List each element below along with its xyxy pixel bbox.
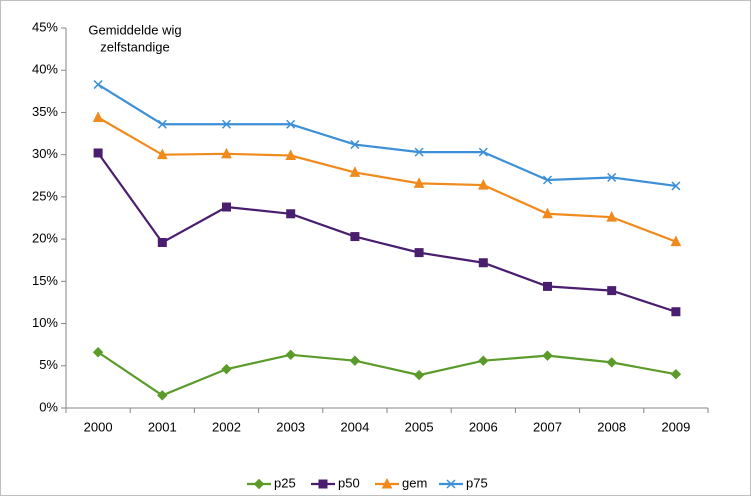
series — [92, 111, 682, 247]
marker — [607, 286, 617, 296]
y-tick-label: 25% — [32, 188, 58, 203]
x-tick-label: 2005 — [405, 419, 434, 434]
legend-item: p75 — [439, 475, 488, 490]
marker — [542, 350, 553, 361]
marker — [221, 119, 232, 129]
marker — [221, 147, 232, 159]
legend-item: gem — [375, 475, 427, 490]
series-line — [97, 152, 677, 313]
marker — [413, 177, 425, 188]
legend-label: gem — [402, 475, 427, 490]
marker — [222, 202, 231, 212]
marker — [478, 258, 488, 268]
marker — [542, 175, 553, 185]
marker — [285, 149, 297, 161]
x-tick-label: 2001 — [148, 419, 177, 434]
y-tick-label: 10% — [32, 315, 58, 330]
y-tick-label: 45% — [32, 19, 58, 34]
marker — [318, 479, 328, 489]
marker — [349, 166, 361, 177]
marker — [253, 478, 265, 490]
annotation: zelfstandige — [100, 39, 169, 54]
marker — [670, 369, 682, 380]
marker — [349, 355, 361, 366]
x-tick-label: 2004 — [340, 419, 369, 434]
x-tick-label: 2000 — [84, 419, 113, 434]
marker — [478, 147, 488, 157]
marker — [414, 147, 424, 157]
marker — [92, 347, 104, 358]
marker — [446, 479, 456, 489]
marker — [381, 477, 393, 489]
legend-item: p25 — [247, 475, 296, 490]
y-tick-label: 0% — [39, 399, 58, 414]
marker — [670, 235, 682, 247]
series-line — [97, 351, 677, 397]
marker — [413, 369, 425, 381]
y-tick-label: 30% — [32, 146, 58, 161]
marker — [286, 209, 296, 219]
x-tick-label: 2007 — [533, 419, 562, 434]
marker — [286, 119, 296, 129]
legend-label: p75 — [466, 475, 488, 490]
marker — [350, 140, 360, 150]
series-line — [97, 116, 677, 243]
marker — [477, 178, 489, 190]
marker — [157, 119, 167, 129]
legend-item: p50 — [311, 475, 360, 490]
marker — [478, 355, 489, 366]
x-tick-label: 2002 — [212, 419, 241, 434]
x-tick-label: 2008 — [597, 419, 626, 434]
x-tick-label: 2009 — [661, 419, 690, 434]
marker — [607, 172, 617, 182]
marker — [606, 357, 617, 368]
marker — [93, 148, 103, 158]
marker — [92, 111, 104, 123]
marker — [157, 390, 168, 401]
marker — [414, 248, 424, 258]
annotation: Gemiddelde wig — [88, 22, 181, 37]
marker — [156, 148, 168, 160]
y-tick-label: 20% — [32, 231, 58, 246]
marker — [671, 181, 681, 191]
series — [93, 80, 681, 191]
marker — [606, 211, 618, 222]
series — [92, 347, 682, 401]
series — [93, 148, 681, 317]
marker — [157, 237, 167, 247]
y-tick-label: 15% — [32, 273, 58, 288]
y-tick-label: 40% — [32, 62, 58, 77]
marker — [285, 349, 296, 361]
legend-label: p25 — [274, 475, 296, 490]
marker — [221, 363, 232, 375]
marker — [93, 80, 103, 90]
y-tick-label: 5% — [39, 357, 58, 372]
marker — [542, 207, 553, 219]
marker — [350, 232, 360, 242]
marker — [543, 281, 552, 291]
legend-label: p50 — [338, 475, 360, 490]
series-line — [97, 83, 677, 188]
x-tick-label: 2003 — [276, 419, 305, 434]
marker — [671, 307, 681, 317]
y-tick-label: 35% — [32, 104, 58, 119]
x-tick-label: 2006 — [469, 419, 498, 434]
